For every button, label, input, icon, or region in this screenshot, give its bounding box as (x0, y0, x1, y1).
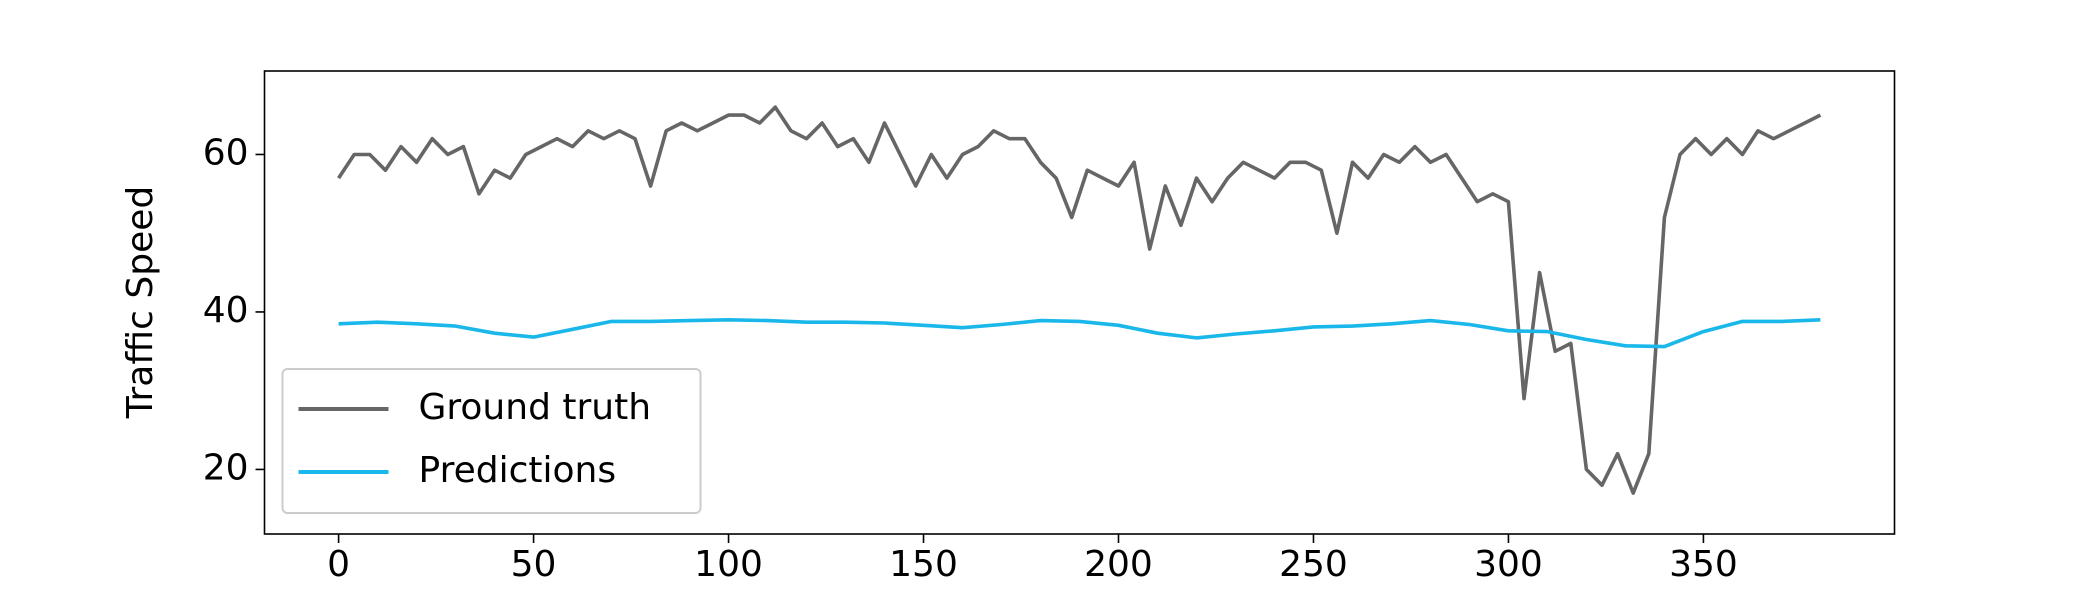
x-tick-label: 150 (889, 544, 958, 585)
y-tick-label: 60 (203, 132, 249, 173)
x-tick-label: 50 (511, 544, 557, 585)
x-tick-label: 300 (1474, 544, 1543, 585)
x-tick-label: 200 (1084, 544, 1153, 585)
legend-box (281, 368, 702, 514)
legend-label: Ground truth (419, 387, 652, 428)
data-line (338, 318, 1821, 349)
y-axis-label: Traffic Speed (120, 186, 161, 419)
x-tick-label: 0 (327, 544, 350, 585)
x-tick-label: 350 (1669, 544, 1738, 585)
x-tick-label: 250 (1279, 544, 1348, 585)
plot-frame (263, 70, 1896, 535)
x-tick-label: 100 (694, 544, 763, 585)
data-line (337, 105, 1822, 495)
y-tick-label: 20 (203, 447, 249, 488)
y-tick-label: 40 (203, 290, 249, 331)
legend-label: Predictions (419, 450, 617, 491)
